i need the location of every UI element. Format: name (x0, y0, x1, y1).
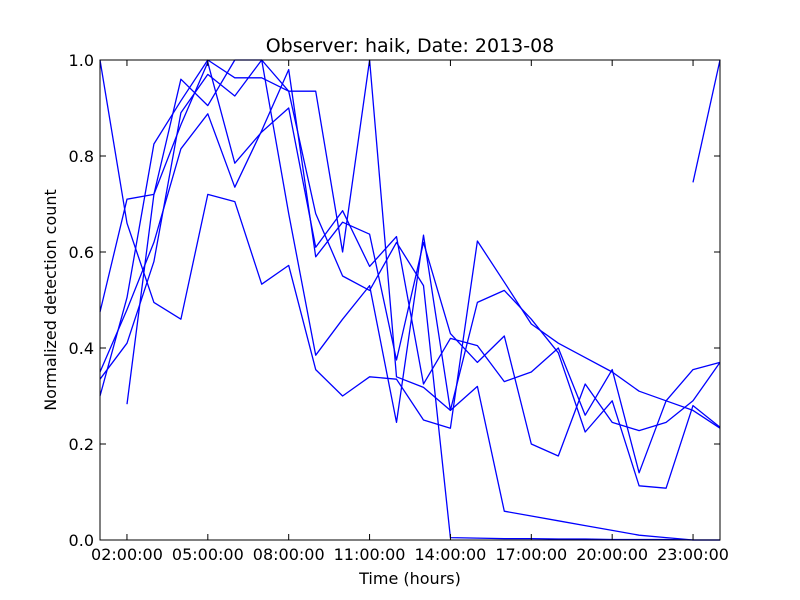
series-line-6 (126, 61, 721, 474)
y-tick-label: 0.0 (69, 531, 94, 550)
series-line-3 (99, 59, 720, 541)
x-tick-label: 14:00:00 (415, 545, 487, 564)
y-tick-label: 1.0 (69, 51, 94, 70)
series-layer (99, 59, 721, 541)
x-tick-label: 20:00:00 (576, 545, 648, 564)
y-tick-label: 0.2 (69, 435, 94, 454)
series-line-2 (99, 59, 721, 489)
plot-frame (99, 59, 721, 541)
x-tick-label: 02:00:00 (91, 545, 163, 564)
y-tick-label: 0.6 (69, 243, 94, 262)
y-axis-title: Normalized detection count (41, 189, 60, 411)
y-tick-label: 0.4 (69, 339, 94, 358)
y-axis: 0.0 0.2 0.4 0.6 0.8 1.0 (69, 51, 720, 550)
x-tick-label: 11:00:00 (334, 545, 406, 564)
x-axis: 02:00:00 05:00:00 08:00:00 11:00:00 14:00:00… (91, 60, 729, 564)
x-tick-label: 17:00:00 (495, 545, 567, 564)
x-tick-label: 23:00:00 (657, 545, 729, 564)
x-axis-title: Time (hours) (358, 569, 461, 588)
y-tick-label: 0.8 (69, 147, 94, 166)
x-tick-label: 08:00:00 (253, 545, 325, 564)
chart-title: Observer: haik, Date: 2013-08 (266, 35, 555, 57)
series-line-5 (99, 68, 721, 457)
series-line-1 (99, 59, 721, 429)
x-tick-label: 05:00:00 (172, 545, 244, 564)
series-line-7 (692, 59, 721, 183)
